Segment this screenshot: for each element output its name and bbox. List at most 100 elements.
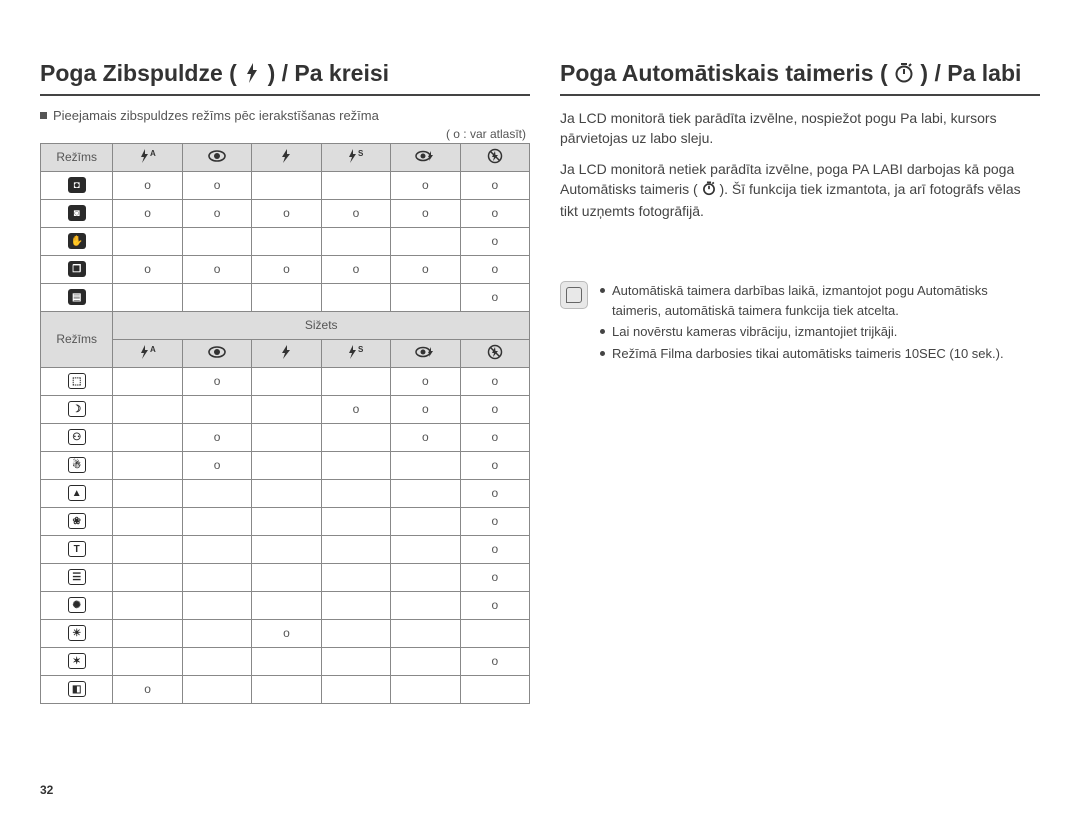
table-cell — [391, 619, 460, 647]
svg-text:S: S — [358, 345, 364, 354]
note-box: Automātiskā taimera darbības laikā, izma… — [560, 281, 1040, 365]
title-suffix: ) / Pa kreisi — [268, 60, 389, 86]
table-cell — [321, 647, 390, 675]
dawn-icon: ✺ — [68, 597, 86, 613]
bullet-square-icon — [40, 112, 47, 119]
mode-label-2: Režīms — [41, 311, 113, 367]
table-cell — [182, 619, 251, 647]
mode-cell: ☃ — [41, 451, 113, 479]
table-cell — [252, 395, 321, 423]
table-cell — [252, 479, 321, 507]
table-cell — [113, 479, 182, 507]
table-cell — [391, 647, 460, 675]
table-cell: o — [113, 171, 182, 199]
mode-cell: ☽ — [41, 395, 113, 423]
mode-cell: ☰ — [41, 563, 113, 591]
table-cell — [321, 451, 390, 479]
table-row: ▤o — [41, 283, 530, 311]
table-cell — [182, 535, 251, 563]
table-cell — [252, 647, 321, 675]
right-title: Poga Automātiskais taimeris ( ) / Pa lab… — [560, 60, 1040, 96]
closeup-icon: ❀ — [68, 513, 86, 529]
table-cell — [113, 563, 182, 591]
table-cell: o — [391, 199, 460, 227]
table-cell: o — [391, 395, 460, 423]
table-cell: o — [113, 199, 182, 227]
night-icon: ☽ — [68, 401, 86, 417]
hdr-no-flash-icon — [460, 143, 529, 171]
table-cell — [182, 675, 251, 703]
table-row: ◘oooo — [41, 171, 530, 199]
beach-icon: ◧ — [68, 681, 86, 697]
hdr-flash-icon — [252, 143, 321, 171]
table-cell: o — [460, 535, 529, 563]
hdr-eye-icon — [182, 143, 251, 171]
table-cell: o — [460, 255, 529, 283]
table-cell — [252, 367, 321, 395]
table-cell — [321, 227, 390, 255]
table-cell — [321, 423, 390, 451]
table-row: ☀o — [41, 619, 530, 647]
mode-cell: ✶ — [41, 647, 113, 675]
timer-icon — [894, 62, 914, 90]
table-cell: o — [182, 171, 251, 199]
table-header-row: Režīms A S — [41, 143, 530, 171]
film-icon: ▤ — [68, 289, 86, 305]
note-item: Režīmā Filma darbosies tikai automātisks… — [600, 344, 1040, 364]
flash-icon — [243, 62, 261, 90]
table-cell — [252, 283, 321, 311]
flash-mode-table: Režīms A S ◘oooo◙oooooo✋o❐oooooo▤o Režīm… — [40, 143, 530, 704]
mode-label: Režīms — [41, 143, 113, 171]
table-cell — [321, 171, 390, 199]
table-cell — [182, 479, 251, 507]
sizets-label: Sižets — [113, 311, 530, 339]
hdr-flash-auto: A — [113, 143, 182, 171]
mode-cell: ▤ — [41, 283, 113, 311]
table-cell — [321, 479, 390, 507]
table-cell: o — [113, 675, 182, 703]
table-cell — [182, 507, 251, 535]
table-cell — [252, 451, 321, 479]
table-row: ✋o — [41, 227, 530, 255]
note-icon — [560, 281, 588, 309]
hdr-flash-s-icon-2: S — [321, 339, 390, 367]
table-cell: o — [182, 367, 251, 395]
table-cell — [113, 227, 182, 255]
hdr-eye-icon-2 — [182, 339, 251, 367]
hdr-no-flash-icon-2 — [460, 339, 529, 367]
table-cell — [321, 675, 390, 703]
table-cell: o — [321, 199, 390, 227]
page-number: 32 — [40, 783, 53, 797]
note-item: Automātiskā taimera darbības laikā, izma… — [600, 281, 1040, 320]
table-cell — [391, 227, 460, 255]
table-cell — [252, 591, 321, 619]
table-cell — [321, 367, 390, 395]
table-cell: o — [460, 395, 529, 423]
sunset-icon: ☰ — [68, 569, 86, 585]
table-cell: o — [391, 255, 460, 283]
hdr-eye-flash-icon — [391, 143, 460, 171]
hand-icon: ✋ — [68, 233, 86, 249]
table-cell: o — [460, 423, 529, 451]
left-title: Poga Zibspuldze ( ) / Pa kreisi — [40, 60, 530, 96]
table-cell — [252, 535, 321, 563]
para1: Ja LCD monitorā tiek parādīta izvēlne, n… — [560, 108, 1040, 149]
legend: ( o : var atlasīt) — [40, 127, 530, 141]
mode-cell: ◘ — [41, 171, 113, 199]
text-icon: T — [68, 541, 86, 557]
table-cell: o — [182, 423, 251, 451]
table-cell: o — [113, 255, 182, 283]
mode-cell: ❀ — [41, 507, 113, 535]
table-cell — [252, 171, 321, 199]
table-cell: o — [391, 171, 460, 199]
landscape2-icon: ☃ — [68, 457, 86, 473]
note-list: Automātiskā taimera darbības laikā, izma… — [600, 281, 1040, 365]
mountain-icon: ▲ — [68, 485, 86, 501]
table-cell: o — [460, 451, 529, 479]
table-row: ⬚ooo — [41, 367, 530, 395]
table-cell — [113, 619, 182, 647]
table-cell — [391, 283, 460, 311]
table-cell — [252, 227, 321, 255]
table-cell: o — [460, 507, 529, 535]
fireworks-icon: ✶ — [68, 653, 86, 669]
